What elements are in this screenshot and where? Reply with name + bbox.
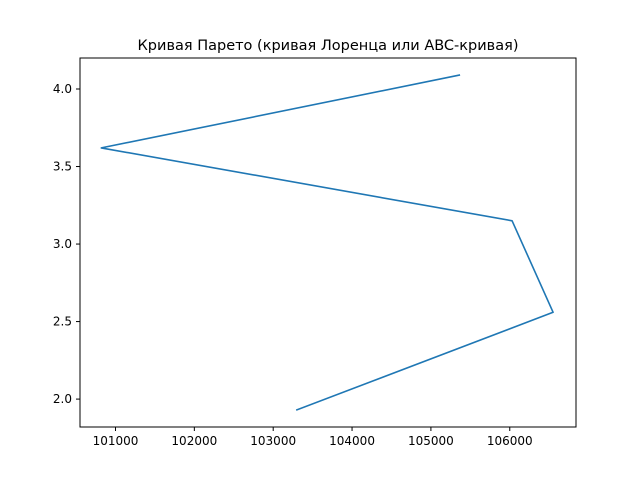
- x-tick-label: 101000: [93, 434, 139, 448]
- y-tick-label: 3.5: [53, 160, 72, 174]
- x-tick-label: 103000: [250, 434, 296, 448]
- x-tick-label: 105000: [408, 434, 454, 448]
- chart-title: Кривая Парето (кривая Лоренца или ABC-кр…: [138, 38, 519, 54]
- y-tick-label: 2.5: [53, 315, 72, 329]
- y-tick-label: 2.0: [53, 392, 72, 406]
- series-layer: [100, 74, 554, 411]
- y-tick-label: 4.0: [53, 82, 72, 96]
- y-tick-label: 3.0: [53, 237, 72, 251]
- x-tick-label: 104000: [329, 434, 375, 448]
- y-axis-ticks: 2.0 2.5 3.0 3.5 4.0: [53, 82, 80, 406]
- series-line: [100, 74, 554, 411]
- x-axis-ticks: 101000 102000 103000 104000 105000 106000: [93, 427, 533, 448]
- x-tick-label: 106000: [487, 434, 533, 448]
- x-tick-label: 102000: [171, 434, 217, 448]
- plot-area-frame: [79, 57, 577, 428]
